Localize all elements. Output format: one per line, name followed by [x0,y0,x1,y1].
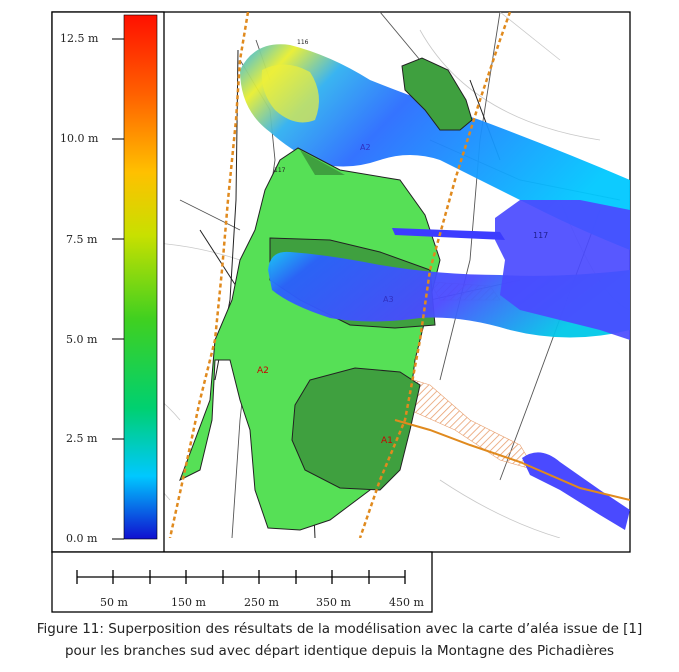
orange-dashed-left [168,12,250,538]
label-117-left: 117 [274,167,286,174]
label-a3: A3 [383,295,394,304]
legend-color-ramp [123,14,158,540]
caption-line-1: Figure 11: Superposition des résultats d… [36,621,643,637]
label-a2-left: A2 [257,366,269,376]
hazard-zone-top-strip [300,150,345,175]
flow-core-yellow [261,64,319,123]
scale-label-50: 50 m [100,596,128,609]
label-117-right: 117 [533,231,548,240]
legend-tick-7-5: 7.5 m [66,233,98,246]
scale-bar: 50 m 150 m 250 m 350 m 450 m [51,551,433,613]
label-a2-top: A2 [360,143,371,152]
flow-bottom-branch [522,452,630,530]
label-116: 116 [297,39,309,46]
flow-top-branch [240,44,630,251]
hazard-zone-top-right [401,57,473,131]
flow-right-spike [392,228,505,240]
flow-middle-branch [268,251,630,338]
label-a1: A1 [381,436,393,446]
scale-label-150: 150 m [171,596,206,609]
figure-caption: Figure 11: Superposition des résultats d… [0,618,679,662]
legend-tick-5-0: 5.0 m [66,333,98,346]
legend-tick-12-5: 12.5 m [60,32,99,45]
scale-label-250: 250 m [244,596,279,609]
legend-tick-0-0: 0.0 m [66,532,98,545]
scale-label-450: 450 m [389,596,424,609]
hazard-map: A1 A2 A2 A3 117 117 116 12.5 m 10.0 m 7.… [51,11,631,613]
depth-legend: 12.5 m 10.0 m 7.5 m 5.0 m 2.5 m 0.0 m [51,11,165,553]
scale-label-350: 350 m [316,596,351,609]
legend-tick-10-0: 10.0 m [60,132,99,145]
caption-line-2: pour les branches sud avec départ identi… [64,643,615,659]
legend-tick-2-5: 2.5 m [66,432,98,445]
orange-road [394,419,630,501]
orange-dashed-right [358,12,512,538]
flow-right-mass [495,200,630,340]
